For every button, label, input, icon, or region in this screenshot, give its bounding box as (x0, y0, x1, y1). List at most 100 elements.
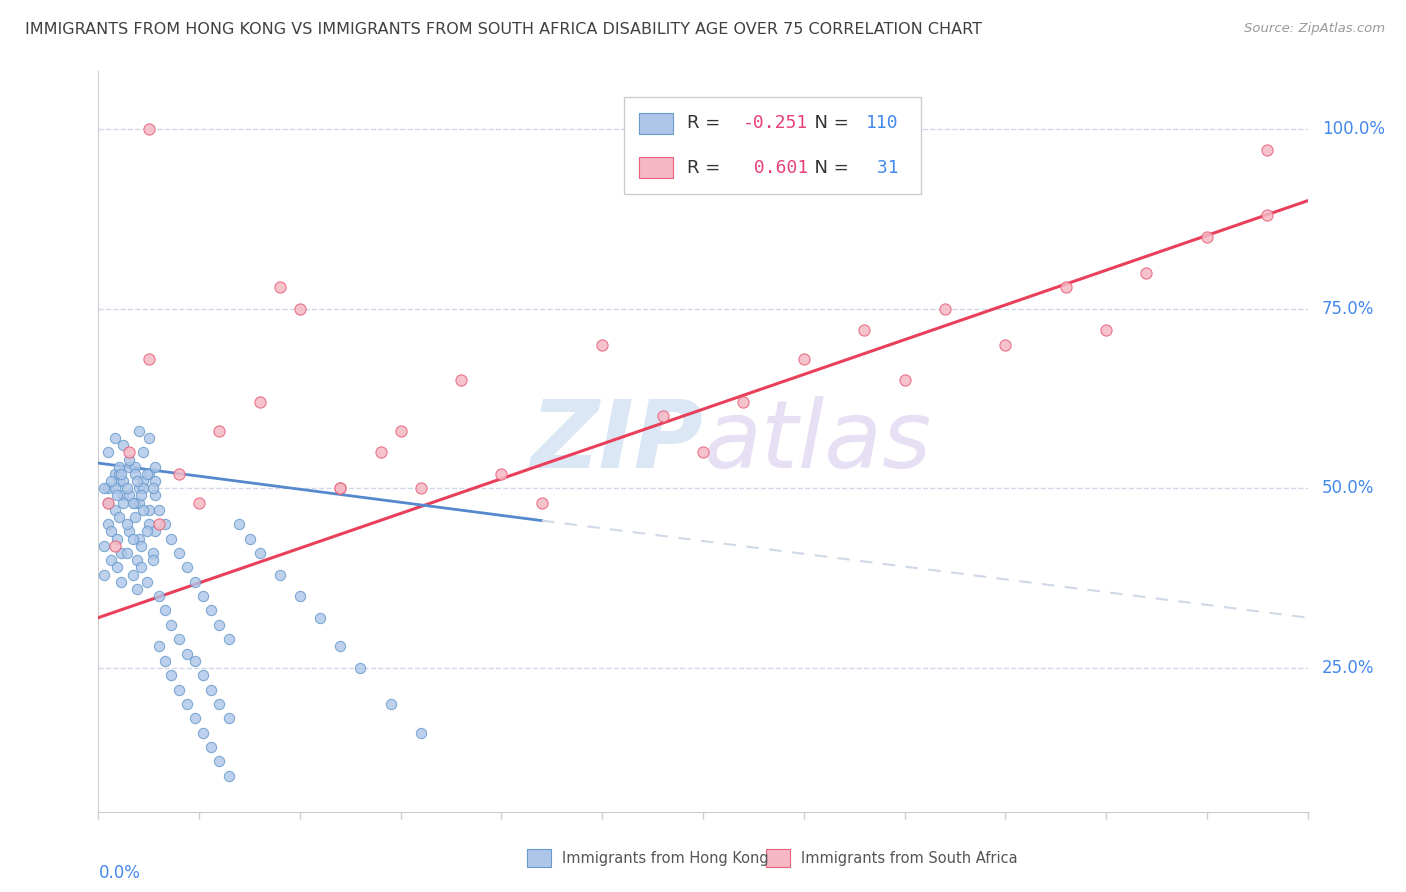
Point (138, 503, 160, 517)
Point (188, 495, 211, 509)
Point (409, 481, 432, 495)
Text: -0.251: -0.251 (742, 114, 808, 132)
Point (124, 495, 146, 509)
Point (184, 574, 207, 589)
Point (105, 488, 128, 502)
Point (100, 524, 122, 539)
Point (100, 553, 122, 567)
Point (97, 481, 120, 495)
Point (228, 517, 250, 532)
Point (288, 589, 311, 603)
Point (184, 711, 207, 725)
Point (349, 661, 371, 675)
Point (103, 481, 125, 495)
Text: 0.601: 0.601 (742, 159, 808, 177)
Text: N =: N = (803, 114, 855, 132)
Point (107, 510, 129, 524)
Point (103, 467, 125, 481)
Point (167, 467, 190, 481)
Point (450, 374, 472, 388)
Point (160, 668, 183, 682)
Text: R =: R = (688, 114, 727, 132)
Point (115, 481, 138, 495)
Point (110, 546, 132, 560)
Point (1095, 323, 1118, 337)
Point (200, 682, 222, 697)
Point (143, 488, 166, 502)
Point (111, 438, 134, 452)
Point (1195, 229, 1218, 244)
Point (97, 495, 120, 509)
Point (370, 445, 392, 459)
Point (111, 474, 134, 488)
Point (269, 567, 291, 582)
Point (121, 567, 143, 582)
Point (132, 503, 155, 517)
Point (288, 301, 311, 316)
Point (129, 560, 152, 574)
Point (148, 503, 170, 517)
Point (853, 323, 876, 337)
Point (167, 632, 190, 647)
Point (218, 769, 240, 783)
Point (128, 495, 150, 509)
Point (135, 574, 157, 589)
Point (115, 517, 138, 532)
Text: 110: 110 (866, 114, 898, 132)
Point (1135, 266, 1157, 280)
Text: 0.0%: 0.0% (98, 863, 141, 881)
Point (409, 725, 432, 739)
Point (692, 445, 714, 459)
Point (103, 539, 125, 553)
Text: Immigrants from Hong Kong: Immigrants from Hong Kong (562, 851, 769, 865)
Point (125, 474, 148, 488)
Text: 25.0%: 25.0% (1322, 659, 1375, 677)
Point (1256, 208, 1278, 222)
Text: 50.0%: 50.0% (1322, 479, 1375, 497)
Point (218, 632, 240, 647)
Point (97, 517, 120, 532)
Point (135, 524, 157, 539)
Point (160, 532, 183, 546)
Point (249, 395, 271, 409)
Point (249, 546, 271, 560)
Point (125, 553, 148, 567)
Text: Immigrants from South Africa: Immigrants from South Africa (801, 851, 1018, 865)
Point (111, 495, 134, 509)
Point (132, 474, 155, 488)
Point (530, 495, 553, 509)
Point (934, 301, 956, 316)
Point (148, 517, 170, 532)
Point (124, 459, 146, 474)
Point (124, 467, 146, 481)
Point (118, 445, 141, 459)
Point (143, 524, 166, 539)
Point (994, 337, 1017, 351)
Point (193, 725, 215, 739)
Point (93, 481, 115, 495)
Point (105, 560, 128, 574)
Point (200, 739, 222, 754)
Text: atlas: atlas (703, 396, 931, 487)
Point (103, 503, 125, 517)
Point (138, 517, 160, 532)
Point (135, 467, 157, 481)
Point (97, 445, 120, 459)
Point (389, 424, 412, 438)
Point (239, 532, 262, 546)
Point (138, 351, 160, 366)
Point (128, 424, 150, 438)
Point (167, 682, 190, 697)
Point (128, 532, 150, 546)
Point (118, 459, 141, 474)
Point (329, 481, 352, 495)
Point (651, 409, 673, 424)
Text: 100.0%: 100.0% (1322, 120, 1385, 138)
Point (153, 603, 176, 617)
Point (107, 459, 129, 474)
Point (184, 654, 207, 668)
Text: N =: N = (803, 159, 855, 177)
Point (160, 617, 183, 632)
Point (193, 589, 215, 603)
Point (118, 452, 141, 467)
